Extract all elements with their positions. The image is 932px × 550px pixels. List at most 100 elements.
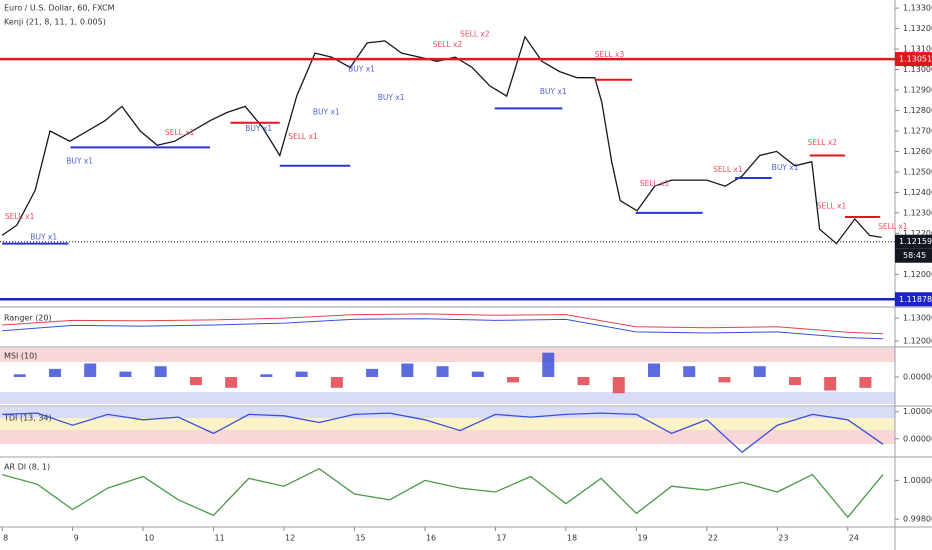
price-line (2, 412, 884, 454)
y-tick-label: 1.13100 (903, 45, 932, 54)
price-level-box (895, 52, 932, 67)
y-tick-label: 1.12700 (903, 126, 932, 135)
msi-bar (48, 368, 61, 377)
msi-bar (753, 366, 766, 377)
countdown-label: 58:45 (903, 251, 926, 260)
signal-label: SELL x1 (165, 128, 195, 137)
countdown-box (895, 248, 932, 263)
y-tick-label: 1.13300 (903, 4, 932, 13)
price-level-label: 1.11878 (899, 295, 932, 304)
chart-title: Euro / U.S. Dollar, 60, FXCM (4, 4, 115, 13)
msi-bar (189, 377, 202, 386)
tdi-middle-band (0, 418, 895, 430)
msi-bar (295, 371, 308, 377)
msi-bar (401, 363, 414, 377)
msi-bar (119, 371, 132, 377)
signal-label: SELL x2 (433, 40, 463, 49)
msi-bar (577, 377, 590, 386)
y-tick-label: 1.12800 (903, 106, 932, 115)
x-tick-label: 10 (144, 534, 154, 543)
msi-upper-band (0, 348, 895, 362)
msi-bar (154, 366, 167, 377)
panel-title: TDI (13, 34) (3, 414, 52, 423)
x-tick-label: 9 (74, 534, 79, 543)
signal-label: SELL x2 (460, 30, 490, 39)
msi-bar (330, 377, 343, 388)
last-price-label: 1.12159 (899, 237, 932, 246)
msi-bar (788, 377, 801, 386)
x-tick-label: 12 (285, 534, 295, 543)
msi-bar (718, 377, 731, 383)
signal-label: BUY x1 (772, 163, 799, 172)
signal-label: BUY x1 (30, 232, 57, 241)
signal-label: BUY x1 (66, 157, 93, 166)
price-line (1, 467, 884, 519)
x-tick-label: 17 (496, 534, 506, 543)
price-level-label: 1.13051 (899, 55, 932, 64)
msi-bar (507, 377, 520, 383)
msi-bar (13, 374, 26, 377)
signal-label: SELL x3 (595, 50, 625, 59)
msi-bar (683, 366, 696, 377)
tdi-upper-band (0, 407, 895, 418)
y-tick-label: 1.12600 (903, 147, 932, 156)
msi-bar (436, 366, 449, 377)
msi-bar (84, 363, 97, 377)
signal-label: SELL x1 (5, 212, 35, 221)
y-tick-label: 1.12500 (903, 167, 932, 176)
x-tick-label: 22 (708, 534, 718, 543)
msi-bar (612, 377, 625, 394)
msi-bar (225, 377, 238, 388)
tdi-lower-band (0, 430, 895, 444)
x-tick-label: 19 (637, 534, 647, 543)
signal-label: SELL x1 (817, 202, 847, 211)
y-tick-label: 1.13000 (903, 65, 932, 74)
panel-title: MSI (10) (4, 352, 37, 361)
panel-title: Ranger (20) (4, 314, 52, 323)
y-tick-label: 0.99800 (903, 515, 932, 524)
msi-bar (542, 352, 555, 377)
y-tick-label: 1.13000 (903, 314, 932, 323)
signal-label: SELL x2 (808, 138, 838, 147)
x-tick-label: 15 (355, 534, 365, 543)
x-tick-label: 16 (426, 534, 436, 543)
last-price-box (895, 234, 932, 249)
y-tick-label: 1.12900 (903, 86, 932, 95)
signal-label: SELL x1 (288, 132, 318, 141)
msi-bar (471, 371, 484, 377)
signal-label: BUY x1 (540, 87, 567, 96)
msi-bar (824, 377, 837, 391)
ranger-line (2, 313, 884, 335)
y-tick-label: 1.12300 (903, 208, 932, 217)
msi-lower-band (0, 392, 895, 404)
y-tick-label: 1.13200 (903, 24, 932, 33)
price-level-box (895, 292, 932, 307)
msi-bar (647, 363, 660, 377)
x-tick-label: 8 (3, 534, 8, 543)
signal-label: BUY x1 (313, 108, 340, 117)
x-tick-label: 24 (849, 534, 859, 543)
msi-bar (260, 374, 273, 377)
msi-bar (366, 368, 379, 377)
signal-label: BUY x1 (245, 124, 272, 133)
indicator-title: Kenji (21, 8, 11, 1, 0.005) (4, 18, 106, 27)
x-tick-label: 23 (778, 534, 788, 543)
x-tick-label: 11 (215, 534, 225, 543)
signal-label: SELL x1 (640, 179, 670, 188)
x-tick-label: 18 (567, 534, 577, 543)
y-tick-label: 1.12200 (903, 229, 932, 238)
signal-label: SELL x1 (878, 222, 908, 231)
msi-bar (859, 377, 872, 388)
signal-label: BUY x1 (378, 93, 405, 102)
signal-label: BUY x1 (348, 65, 375, 74)
panel-title: AR DI (8, 1) (4, 463, 50, 472)
signal-label: SELL x1 (713, 165, 743, 174)
ranger-line (2, 318, 884, 340)
